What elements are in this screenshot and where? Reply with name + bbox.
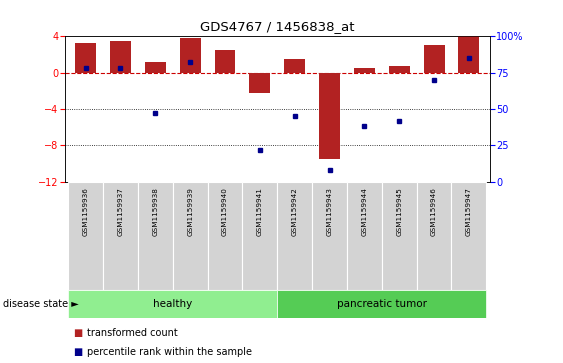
Text: transformed count: transformed count bbox=[87, 328, 178, 338]
Text: GSM1159945: GSM1159945 bbox=[396, 187, 402, 236]
Text: GSM1159940: GSM1159940 bbox=[222, 187, 228, 236]
Bar bbox=[382, 182, 417, 290]
Bar bbox=[278, 290, 486, 318]
Text: GSM1159941: GSM1159941 bbox=[257, 187, 263, 236]
Text: ■: ■ bbox=[73, 347, 82, 357]
Bar bbox=[354, 68, 375, 73]
Bar bbox=[68, 182, 103, 290]
Bar bbox=[145, 62, 166, 73]
Bar bbox=[249, 73, 270, 93]
Bar bbox=[458, 36, 479, 73]
Bar bbox=[423, 45, 445, 73]
Text: pancreatic tumor: pancreatic tumor bbox=[337, 299, 427, 309]
Bar bbox=[138, 182, 173, 290]
Text: GSM1159942: GSM1159942 bbox=[292, 187, 298, 236]
Text: ■: ■ bbox=[73, 328, 82, 338]
Bar bbox=[452, 182, 486, 290]
Bar bbox=[389, 66, 410, 73]
Bar bbox=[278, 182, 312, 290]
Text: GSM1159936: GSM1159936 bbox=[83, 187, 88, 236]
Text: GSM1159938: GSM1159938 bbox=[153, 187, 158, 236]
Bar bbox=[208, 182, 243, 290]
Text: GSM1159943: GSM1159943 bbox=[327, 187, 333, 236]
Text: GSM1159939: GSM1159939 bbox=[187, 187, 193, 236]
Text: disease state ►: disease state ► bbox=[3, 299, 79, 309]
Bar bbox=[75, 43, 96, 73]
Bar bbox=[173, 182, 208, 290]
Bar bbox=[312, 182, 347, 290]
Bar bbox=[417, 182, 452, 290]
Text: GSM1159947: GSM1159947 bbox=[466, 187, 472, 236]
Bar bbox=[110, 41, 131, 73]
Bar bbox=[243, 182, 278, 290]
Bar bbox=[284, 59, 305, 73]
Bar bbox=[103, 182, 138, 290]
Text: GDS4767 / 1456838_at: GDS4767 / 1456838_at bbox=[200, 20, 355, 33]
Bar bbox=[68, 290, 278, 318]
Bar bbox=[180, 38, 200, 73]
Text: healthy: healthy bbox=[153, 299, 193, 309]
Text: GSM1159946: GSM1159946 bbox=[431, 187, 437, 236]
Bar bbox=[347, 182, 382, 290]
Text: GSM1159944: GSM1159944 bbox=[361, 187, 368, 236]
Bar bbox=[215, 50, 235, 73]
Text: GSM1159937: GSM1159937 bbox=[118, 187, 123, 236]
Bar bbox=[319, 73, 340, 159]
Text: percentile rank within the sample: percentile rank within the sample bbox=[87, 347, 252, 357]
